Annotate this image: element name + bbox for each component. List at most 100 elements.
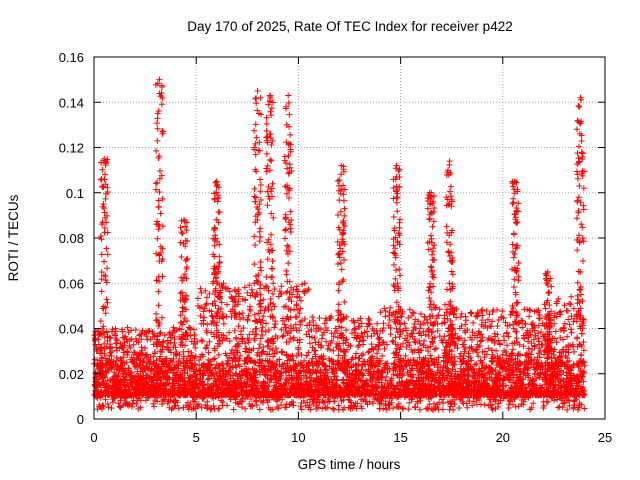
data-point bbox=[475, 310, 482, 317]
data-point bbox=[462, 346, 469, 353]
data-point bbox=[510, 371, 517, 378]
data-point bbox=[278, 363, 285, 370]
data-point bbox=[313, 370, 320, 376]
data-point bbox=[163, 387, 170, 394]
data-point bbox=[270, 300, 277, 307]
data-point bbox=[377, 327, 384, 334]
data-point bbox=[343, 327, 350, 334]
data-point bbox=[258, 327, 265, 334]
data-point bbox=[169, 381, 176, 388]
data-point bbox=[451, 358, 458, 365]
data-point bbox=[477, 338, 484, 345]
data-point bbox=[129, 357, 136, 364]
data-point bbox=[446, 389, 453, 396]
data-point bbox=[108, 405, 115, 412]
data-point bbox=[135, 395, 142, 402]
data-point bbox=[439, 339, 446, 346]
data-point bbox=[436, 399, 443, 406]
data-point bbox=[579, 387, 586, 394]
data-point bbox=[527, 307, 534, 314]
data-point bbox=[299, 361, 306, 368]
data-point bbox=[372, 343, 379, 350]
data-point bbox=[321, 320, 328, 327]
data-point bbox=[259, 324, 266, 331]
data-point bbox=[486, 374, 493, 381]
data-point bbox=[401, 394, 408, 401]
data-point bbox=[486, 311, 493, 318]
data-point bbox=[486, 322, 493, 329]
data-point bbox=[259, 348, 266, 355]
data-point bbox=[122, 333, 129, 340]
data-point bbox=[264, 374, 271, 381]
data-point bbox=[428, 394, 435, 401]
data-point bbox=[206, 375, 213, 382]
data-point bbox=[382, 308, 389, 315]
data-point bbox=[411, 347, 418, 354]
data-point bbox=[396, 374, 403, 381]
data-point bbox=[532, 332, 539, 339]
data-point bbox=[122, 395, 129, 402]
data-point bbox=[464, 390, 471, 397]
data-point bbox=[218, 331, 225, 338]
data-point bbox=[563, 307, 570, 314]
data-point bbox=[232, 343, 239, 350]
data-point bbox=[245, 312, 252, 319]
data-point bbox=[413, 363, 420, 370]
data-point bbox=[457, 314, 464, 321]
data-point bbox=[299, 281, 306, 288]
data-point bbox=[412, 381, 419, 388]
data-point bbox=[458, 310, 465, 317]
data-point bbox=[235, 293, 242, 300]
data-point bbox=[181, 382, 188, 389]
data-point bbox=[353, 368, 360, 375]
data-point bbox=[552, 328, 559, 335]
data-point bbox=[476, 365, 483, 372]
data-point bbox=[330, 333, 337, 340]
data-point bbox=[537, 371, 544, 378]
data-point bbox=[358, 320, 365, 327]
data-point bbox=[435, 354, 442, 361]
data-point bbox=[525, 365, 532, 372]
data-point bbox=[116, 403, 123, 410]
data-point bbox=[468, 357, 475, 364]
data-point bbox=[289, 384, 296, 391]
data-point bbox=[568, 313, 575, 320]
data-point bbox=[425, 388, 432, 395]
data-point bbox=[121, 349, 128, 356]
data-point bbox=[152, 384, 159, 391]
data-point bbox=[441, 346, 448, 353]
data-point bbox=[519, 324, 526, 331]
data-point bbox=[152, 369, 159, 376]
data-point bbox=[576, 402, 583, 409]
data-point bbox=[513, 381, 520, 388]
data-point bbox=[219, 283, 226, 290]
data-point bbox=[235, 323, 242, 330]
data-point bbox=[559, 346, 566, 353]
data-point bbox=[516, 373, 523, 380]
data-point bbox=[425, 377, 432, 384]
data-point bbox=[260, 313, 267, 320]
data-point bbox=[253, 317, 260, 324]
data-point bbox=[515, 351, 522, 358]
data-point bbox=[399, 373, 406, 380]
data-point bbox=[212, 364, 219, 371]
data-point bbox=[246, 337, 253, 344]
data-point bbox=[389, 395, 396, 402]
data-point bbox=[471, 398, 478, 405]
data-point bbox=[464, 387, 471, 394]
data-point bbox=[537, 388, 544, 395]
data-point bbox=[238, 404, 245, 411]
data-point bbox=[473, 401, 480, 408]
data-point bbox=[382, 313, 389, 320]
data-point bbox=[415, 318, 422, 325]
data-point bbox=[570, 305, 577, 312]
chart-title: Day 170 of 2025, Rate Of TEC Index for r… bbox=[187, 19, 512, 34]
data-point bbox=[349, 371, 356, 378]
data-point bbox=[232, 309, 239, 316]
data-point bbox=[109, 399, 116, 406]
data-point bbox=[352, 354, 359, 361]
data-point bbox=[405, 385, 412, 392]
data-point bbox=[387, 331, 394, 338]
data-point bbox=[397, 344, 404, 351]
data-point bbox=[408, 330, 415, 337]
